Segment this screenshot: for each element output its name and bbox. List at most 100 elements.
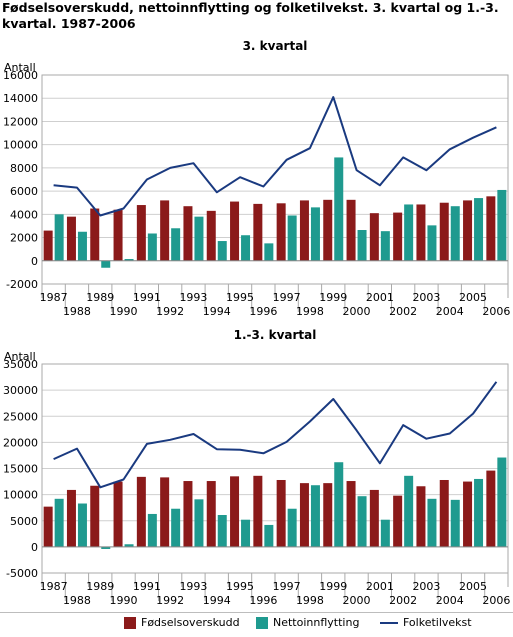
bar-nettoinnflytting <box>334 462 344 547</box>
bar-fodselsoverskudd <box>276 203 286 261</box>
legend-label-folketilvekst: Folketilvekst <box>403 616 472 629</box>
bar-nettoinnflytting <box>310 207 320 261</box>
x-tick-label: 1987 <box>40 291 68 304</box>
x-tick-label: 2000 <box>343 305 371 318</box>
bar-fodselsoverskudd <box>323 483 333 547</box>
bar-nettoinnflytting <box>124 259 134 261</box>
y-tick-label: 20000 <box>3 436 38 449</box>
bar-fodselsoverskudd <box>113 481 123 547</box>
y-axis-label: Antall <box>4 61 36 74</box>
chart-svg-1-3-kvartal: 1.-3. kvartal Antall -5000 0 5000 10000 15000 2… <box>3 328 510 607</box>
x-tick-label: 1999 <box>319 291 347 304</box>
bar-nettoinnflytting <box>334 157 344 261</box>
bar-fodselsoverskudd <box>66 216 76 261</box>
bar-fodselsoverskudd <box>346 199 356 261</box>
legend-swatch-nettoinnflytting <box>256 617 268 629</box>
y-tick-label: 35000 <box>3 358 38 371</box>
bar-fodselsoverskudd <box>393 212 403 261</box>
bar-fodselsoverskudd <box>206 481 216 547</box>
bar-fodselsoverskudd <box>463 481 473 547</box>
x-tick-label: 2006 <box>482 305 510 318</box>
bar-nettoinnflytting <box>450 206 460 261</box>
bar-nettoinnflytting <box>357 230 367 261</box>
bar-nettoinnflytting <box>380 519 390 547</box>
x-tick-label: 1995 <box>226 291 254 304</box>
x-tick-label: 2005 <box>459 580 487 593</box>
line-folketilvekst <box>53 96 497 217</box>
bar-fodselsoverskudd <box>323 199 333 261</box>
y-tick-label: 10000 <box>3 489 38 502</box>
chart-panel-1-3-kvartal: 1.-3. kvartal Antall -5000 0 5000 10000 15000 2… <box>0 322 513 634</box>
legend-swatch-fodselsoverskudd <box>124 617 136 629</box>
bar-nettoinnflytting <box>147 233 157 261</box>
bar-nettoinnflytting <box>217 241 227 261</box>
bar-nettoinnflytting <box>264 243 274 261</box>
x-tick-label: 1992 <box>156 594 184 607</box>
x-tick-label: 2001 <box>366 580 394 593</box>
bar-fodselsoverskudd <box>183 481 193 547</box>
y-tick-label: 15000 <box>3 463 38 476</box>
y-tick-label: 4000 <box>10 208 38 221</box>
x-tick-label: 1998 <box>296 305 324 318</box>
x-tick-label: 1997 <box>273 580 301 593</box>
bar-nettoinnflytting <box>497 189 507 261</box>
x-tick-label: 2001 <box>366 291 394 304</box>
chart-panel-3-kvartal: 3. kvartal Antall -2000 0 2000 4000 6000 8000 10… <box>0 33 513 345</box>
x-tick-label: 1991 <box>133 291 161 304</box>
bar-nettoinnflytting <box>147 513 157 547</box>
line-folketilvekst <box>53 381 498 489</box>
bar-nettoinnflytting <box>427 498 437 547</box>
x-tick-label: 1998 <box>296 594 324 607</box>
bar-nettoinnflytting <box>77 503 87 547</box>
bar-fodselsoverskudd <box>299 483 309 547</box>
y-tick-label: 30000 <box>3 384 38 397</box>
y-tick-label: 14000 <box>3 92 38 105</box>
x-tick-label: 2005 <box>459 291 487 304</box>
bar-fodselsoverskudd <box>160 200 170 261</box>
x-tick-label: 2003 <box>412 291 440 304</box>
bar-fodselsoverskudd <box>113 209 123 261</box>
bar-fodselsoverskudd <box>90 208 100 261</box>
bar-nettoinnflytting <box>380 231 390 261</box>
bar-fodselsoverskudd <box>206 210 216 261</box>
bar-nettoinnflytting <box>474 478 484 547</box>
x-tick-label: 1995 <box>226 580 254 593</box>
x-tick-label: 1997 <box>273 291 301 304</box>
x-tick-label: 1988 <box>63 305 91 318</box>
bar-nettoinnflytting <box>287 508 297 547</box>
bar-fodselsoverskudd <box>66 489 76 547</box>
bar-fodselsoverskudd <box>136 205 146 261</box>
bar-nettoinnflytting <box>450 499 460 547</box>
bar-fodselsoverskudd <box>299 200 309 261</box>
y-tick-label: 16000 <box>3 69 38 82</box>
bar-nettoinnflytting <box>241 519 251 547</box>
y-tick-label: 0 <box>31 255 38 268</box>
chart-legend: Fødselsoverskudd Nettoinnflytting Folket… <box>0 612 513 633</box>
bar-fodselsoverskudd <box>439 479 449 547</box>
x-tick-label: 1988 <box>63 594 91 607</box>
bar-fodselsoverskudd <box>486 196 496 261</box>
page-title: Fødselsoverskudd, nettoinnflytting og fo… <box>2 0 499 31</box>
x-tick-label: 1993 <box>179 291 207 304</box>
bar-fodselsoverskudd <box>369 489 379 547</box>
bar-nettoinnflytting <box>310 485 320 547</box>
bar-nettoinnflytting <box>264 524 274 547</box>
bar-fodselsoverskudd <box>416 204 426 261</box>
bar-fodselsoverskudd <box>346 481 356 547</box>
x-tick-label: 1991 <box>133 580 161 593</box>
x-tick-label: 2003 <box>412 580 440 593</box>
y-tick-label: 12000 <box>3 115 38 128</box>
bar-fodselsoverskudd <box>43 506 53 547</box>
x-tick-label: 1990 <box>110 594 138 607</box>
x-tick-label: 2004 <box>436 594 464 607</box>
bar-nettoinnflytting <box>171 508 181 547</box>
x-tick-label: 2002 <box>389 594 417 607</box>
panel-title: 3. kvartal <box>243 39 308 53</box>
bar-fodselsoverskudd <box>439 202 449 261</box>
legend-label-fodselsoverskudd: Fødselsoverskudd <box>141 616 240 629</box>
x-tick-label: 1993 <box>179 580 207 593</box>
y-tick-label: 10000 <box>3 139 38 152</box>
bar-fodselsoverskudd <box>230 476 240 547</box>
bar-fodselsoverskudd <box>369 213 379 261</box>
legend-label-nettoinnflytting: Nettoinnflytting <box>273 616 360 629</box>
